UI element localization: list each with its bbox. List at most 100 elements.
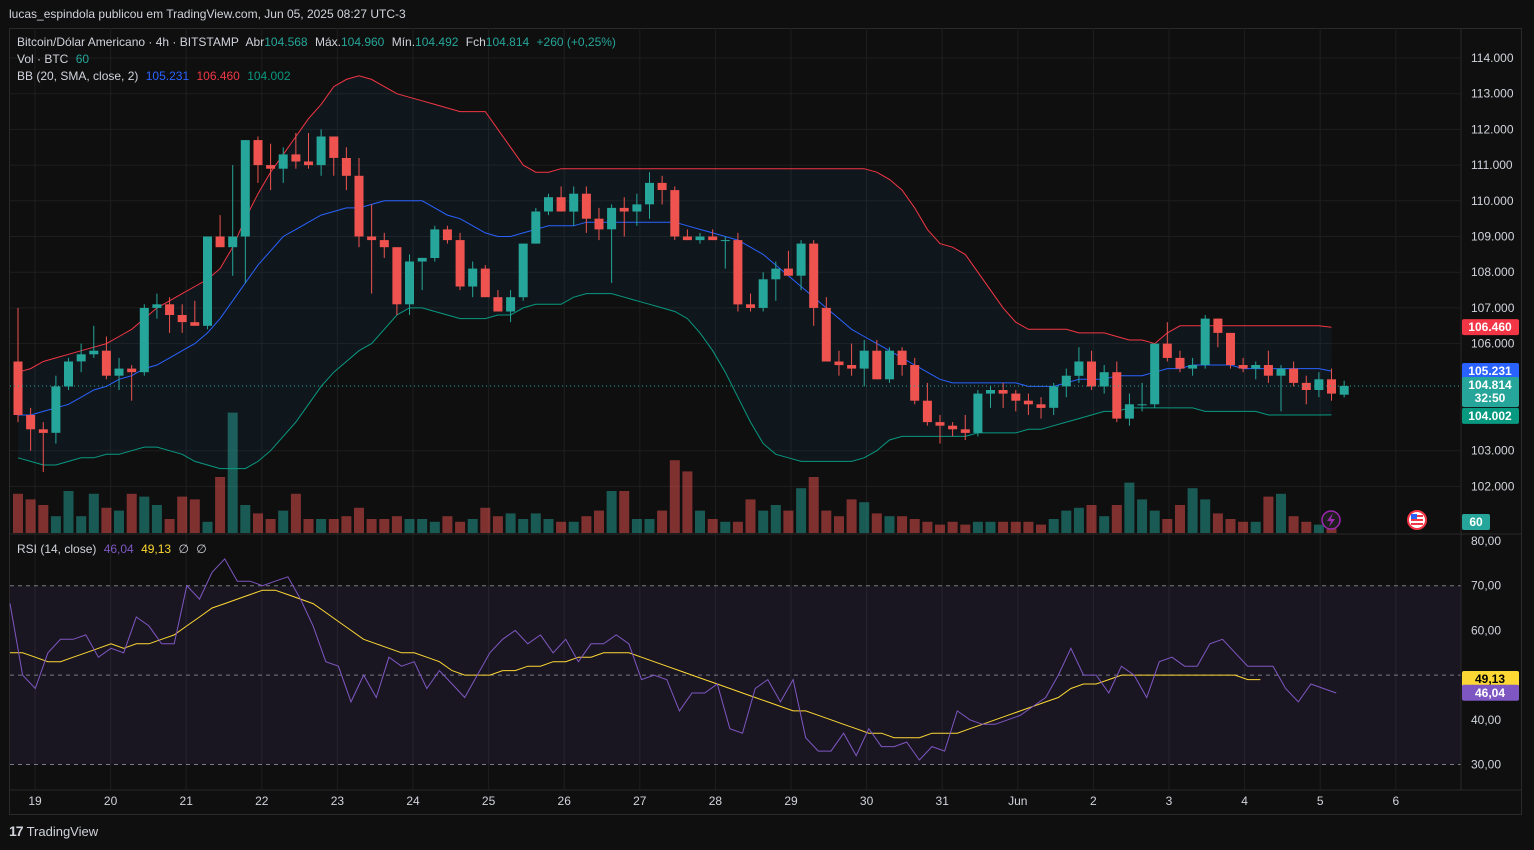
footer-brand[interactable]: 17 TradingView	[9, 823, 98, 839]
candle	[76, 343, 86, 373]
candle	[986, 386, 995, 408]
rsi-tick-label: 70,00	[1471, 579, 1501, 593]
candle-body	[834, 361, 844, 366]
price-tick-label: 112.000	[1471, 122, 1514, 136]
candle	[354, 158, 364, 248]
candle	[834, 350, 844, 376]
volume-bar	[897, 516, 908, 533]
volume-bar	[695, 510, 705, 533]
symbol-title[interactable]: Bitcoin/Dólar Americano · 4h · BITSTAMP	[17, 35, 239, 49]
volume-bar	[38, 505, 49, 533]
rsi-badge-bg	[1462, 684, 1519, 701]
open-value: 104.568	[264, 35, 308, 49]
candle	[809, 240, 819, 326]
bb-lower-badge-text: 104.002	[1468, 409, 1512, 423]
volume-bar	[1149, 510, 1160, 533]
candle-body	[910, 365, 920, 401]
volume-bar	[63, 491, 74, 533]
volume-bar	[429, 521, 440, 533]
volume-bar	[1061, 510, 1072, 533]
candle	[316, 129, 326, 176]
candle	[657, 175, 667, 205]
volume-label[interactable]: Vol · BTC	[17, 52, 69, 66]
bb-label[interactable]: BB (20, SMA, close, 2)	[17, 69, 139, 83]
volume-bar	[960, 524, 971, 533]
candle-body	[165, 304, 175, 315]
volume-bar	[25, 499, 36, 533]
bb-upper-badge-text: 106.460	[1468, 320, 1512, 334]
lightning-icon[interactable]	[1321, 510, 1341, 530]
candle	[859, 340, 869, 387]
rsi-line	[9, 558, 1337, 761]
volume-bar	[1162, 519, 1173, 533]
us-flag-icon[interactable]	[1407, 510, 1427, 530]
low-value: 104.492	[415, 35, 459, 49]
candle-body	[26, 415, 36, 430]
candle	[1301, 375, 1311, 405]
time-tick-label: 30	[860, 794, 874, 808]
candle-body	[1188, 365, 1198, 369]
candle	[897, 347, 907, 376]
volume-bar	[631, 519, 642, 533]
candle-body	[240, 140, 250, 237]
volume-bar	[354, 507, 364, 533]
volume-bar	[505, 513, 516, 533]
candle	[240, 140, 250, 283]
candle-body	[935, 422, 945, 426]
volume-bar	[303, 519, 314, 533]
candle-body	[682, 236, 692, 241]
candle	[556, 186, 566, 212]
candle	[1137, 382, 1147, 412]
candle-body	[796, 243, 806, 276]
open-label: Abr	[245, 35, 265, 49]
candle	[379, 232, 389, 258]
bb-lower-badge: 104.002	[1462, 407, 1519, 424]
close-value: 104.814	[485, 35, 530, 49]
volume-bar	[480, 507, 491, 533]
volume-bar	[126, 493, 137, 533]
candle	[935, 415, 945, 444]
candle-body	[1061, 375, 1071, 387]
candle	[695, 232, 705, 244]
volume-bar	[972, 521, 983, 533]
time-axis[interactable]: 19 20 21 22 23 24 25 26 27 28 29 30 31 Jun 2 3 4 5 6	[10, 789, 1522, 808]
candle	[771, 261, 781, 301]
volume-bar	[177, 496, 188, 533]
volume-bar	[1225, 519, 1236, 533]
time-tick-label: 23	[331, 794, 345, 808]
volume-bar	[568, 521, 579, 533]
price-tick-label: 106.000	[1471, 337, 1515, 351]
candle	[341, 147, 351, 191]
volume-bar	[1263, 496, 1274, 533]
candle-body	[266, 165, 276, 169]
volume-bar	[859, 502, 870, 533]
candle-body	[733, 240, 743, 305]
rsi-axis[interactable]: 80,00 70,00 60,00 40,00 30,00	[1471, 534, 1501, 772]
price-tick-label: 103.000	[1471, 444, 1515, 458]
volume-bar	[770, 505, 781, 533]
volume-bar	[720, 521, 731, 533]
candle	[430, 225, 440, 262]
candle-body	[480, 268, 490, 298]
rsi-label[interactable]: RSI (14, close)	[17, 542, 97, 556]
candle	[165, 297, 175, 333]
price-tick-label: 102.000	[1471, 479, 1515, 493]
volume-bar	[1073, 507, 1084, 533]
candle	[531, 207, 541, 244]
candle-body	[783, 268, 793, 276]
volume-bar	[745, 499, 756, 533]
candle-body	[556, 197, 566, 212]
price-axis[interactable]: 114.000 113.000 112.000 111.000 110.000 109.0…	[1460, 28, 1515, 790]
volume-bar	[101, 507, 112, 533]
candle-body	[746, 304, 755, 308]
candle	[455, 232, 465, 291]
candle-body	[341, 158, 351, 176]
candle-body	[468, 268, 478, 287]
candle-body	[1263, 365, 1273, 376]
candle	[632, 193, 642, 226]
candle	[468, 261, 478, 298]
bb-upper-value: 106.460	[196, 69, 240, 83]
change-value: +260 (+0,25%)	[536, 35, 616, 49]
candle-body	[430, 229, 440, 258]
